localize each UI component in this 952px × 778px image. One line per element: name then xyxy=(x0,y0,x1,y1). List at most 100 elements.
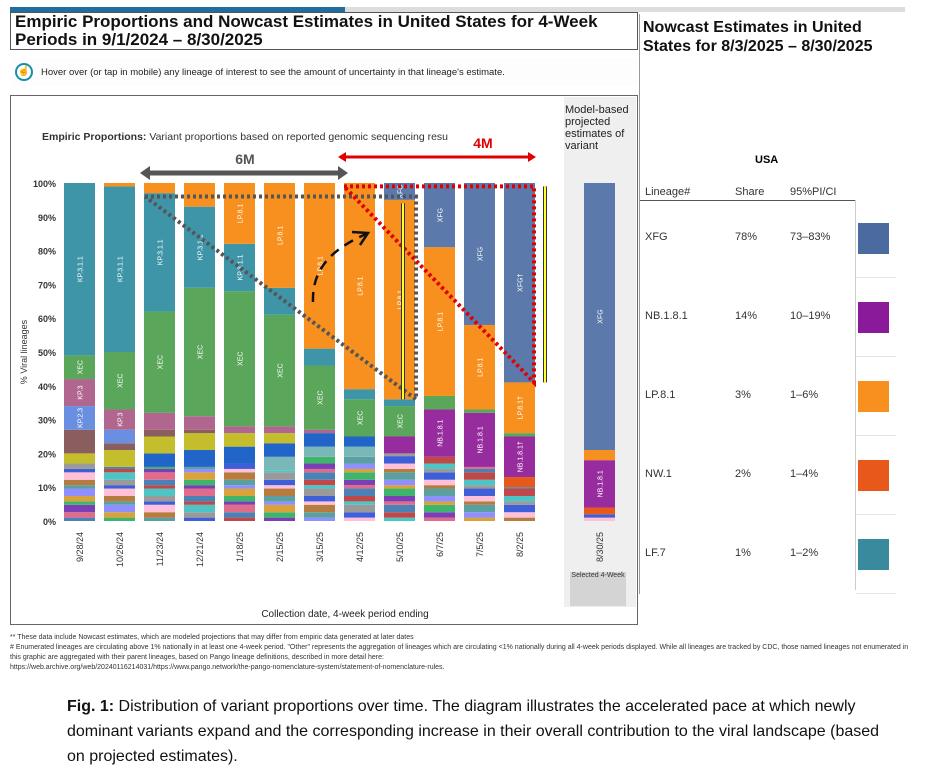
bar-segment-blue[interactable] xyxy=(264,443,295,457)
bar-segment-other[interactable] xyxy=(184,512,215,518)
bar-segment-teal[interactable] xyxy=(344,446,375,457)
bar-segment-lp-8-1[interactable] xyxy=(104,183,135,187)
bar-segment-other[interactable] xyxy=(304,468,335,473)
bar-segment-brown[interactable] xyxy=(64,429,95,454)
bar-segment-other[interactable] xyxy=(424,504,455,513)
bar-segment-other[interactable] xyxy=(144,466,175,469)
bar-segment-other[interactable] xyxy=(304,501,335,505)
bar-segment-other[interactable] xyxy=(104,472,135,480)
bar-segment-other[interactable] xyxy=(264,485,295,489)
bar-segment-red[interactable] xyxy=(504,477,535,488)
bar-segment-other[interactable] xyxy=(224,517,255,521)
bar-segment-other[interactable] xyxy=(264,470,295,473)
bar-segment-kp-3-1-1[interactable] xyxy=(224,243,255,292)
bar-segment-other[interactable] xyxy=(344,463,375,469)
bar-segment-xec[interactable] xyxy=(104,352,135,410)
bar-segment-other[interactable] xyxy=(464,472,495,480)
bar-segment-other[interactable] xyxy=(144,468,175,473)
bar-segment-xfg[interactable] xyxy=(424,183,455,248)
bar-segment-other[interactable] xyxy=(264,488,295,496)
bar-segment-other[interactable] xyxy=(184,495,215,502)
bar-segment-other[interactable] xyxy=(64,468,95,473)
bar-segment-nb-1-8-1[interactable] xyxy=(504,436,535,478)
bar-segment-teal[interactable] xyxy=(264,456,295,471)
bar-segment-xfg[interactable] xyxy=(584,183,615,451)
bar-segment-other[interactable] xyxy=(304,472,335,480)
bar-segment-other[interactable] xyxy=(464,468,495,473)
bar-segment-yellow[interactable] xyxy=(224,433,255,447)
bar-segment-other[interactable] xyxy=(424,479,455,486)
bar-segment-other[interactable] xyxy=(384,468,415,473)
bar-segment-other[interactable] xyxy=(224,504,255,513)
bar-segment-kp-3[interactable] xyxy=(184,416,215,430)
bar-segment-other[interactable] xyxy=(104,485,135,489)
bar-segment-other[interactable] xyxy=(304,504,335,513)
bar-segment-other[interactable] xyxy=(144,517,175,521)
bar-segment-other[interactable] xyxy=(344,485,375,489)
bar-segment-other[interactable] xyxy=(464,501,495,505)
bar-segment-other[interactable] xyxy=(304,479,335,486)
bar-segment-kp-3[interactable] xyxy=(64,379,95,407)
bar-segment-other[interactable] xyxy=(64,463,95,469)
bar-segment-nb-1-8-1[interactable] xyxy=(584,460,615,508)
bar-segment-other[interactable] xyxy=(464,504,495,513)
bar-segment-other[interactable] xyxy=(424,472,455,480)
bar-segment-kp-2-3[interactable] xyxy=(104,429,135,444)
bar-segment-kp-3-1-1[interactable] xyxy=(304,348,335,366)
lineage-swatch[interactable] xyxy=(858,460,889,491)
bar-segment-yellow[interactable] xyxy=(104,450,135,467)
bar-segment-other[interactable] xyxy=(184,466,215,469)
bar-segment-other[interactable] xyxy=(184,485,215,489)
bar-segment-other[interactable] xyxy=(504,512,535,518)
bar-segment-other[interactable] xyxy=(424,501,455,505)
bar-segment-other[interactable] xyxy=(384,504,415,513)
bar-segment-other[interactable] xyxy=(264,504,295,513)
bar-segment-other[interactable] xyxy=(344,517,375,521)
bar-segment-other[interactable] xyxy=(424,463,455,469)
bar-segment-other[interactable] xyxy=(344,512,375,518)
bar-segment-other[interactable] xyxy=(464,517,495,521)
bar-segment-other[interactable] xyxy=(104,517,135,521)
bar-segment-kp-3[interactable] xyxy=(144,412,175,430)
bar-segment-other[interactable] xyxy=(424,512,455,518)
bar-segment-lp-8-1[interactable] xyxy=(224,183,255,244)
lineage-swatch[interactable] xyxy=(858,381,889,412)
bar-segment-other[interactable] xyxy=(464,479,495,486)
lineage-swatch[interactable] xyxy=(858,539,889,570)
bar-segment-xec[interactable] xyxy=(264,314,295,427)
bar-segment-other[interactable] xyxy=(104,504,135,513)
bar-segment-other[interactable] xyxy=(144,512,175,518)
bar-segment-xfg[interactable] xyxy=(464,183,495,325)
bar-segment-other[interactable] xyxy=(384,456,415,464)
bar-segment-lp-8-1[interactable] xyxy=(424,247,455,396)
bar-segment-blue[interactable] xyxy=(304,433,335,447)
bar-segment-kp-3[interactable] xyxy=(104,409,135,430)
bar-segment-kp-2-3[interactable] xyxy=(64,406,95,430)
bar-segment-other[interactable] xyxy=(144,472,175,480)
bar-segment-xec[interactable] xyxy=(144,311,175,413)
bar-segment-other[interactable] xyxy=(264,479,295,486)
bar-segment-other[interactable] xyxy=(104,468,135,473)
bar-segment-lp-8-1[interactable] xyxy=(584,450,615,461)
bar-segment-other[interactable] xyxy=(464,466,495,469)
bar-segment-other[interactable] xyxy=(64,485,95,489)
bar-segment-other[interactable] xyxy=(264,501,295,505)
bar-segment-yellow[interactable] xyxy=(264,433,295,444)
bar-segment-kp-3-1-1[interactable] xyxy=(344,389,375,400)
bar-segment-other[interactable] xyxy=(384,517,415,521)
bar-segment-other[interactable] xyxy=(264,495,295,502)
bar-segment-other[interactable] xyxy=(424,488,455,496)
bar-segment-other[interactable] xyxy=(64,517,95,521)
bar-segment-brown[interactable] xyxy=(184,429,215,434)
bar-segment-other[interactable] xyxy=(64,512,95,518)
bar-segment-other[interactable] xyxy=(64,472,95,480)
bar-segment-other[interactable] xyxy=(504,488,535,496)
bar-segment-other[interactable] xyxy=(224,488,255,496)
bar-segment-yellow[interactable] xyxy=(64,453,95,464)
bar-segment-kp-3-1-1[interactable] xyxy=(104,186,135,352)
bar-segment-other[interactable] xyxy=(344,504,375,513)
bar-segment-other[interactable] xyxy=(464,512,495,518)
bar-segment-xec[interactable] xyxy=(384,406,415,437)
bar-segment-other[interactable] xyxy=(424,468,455,473)
bar-segment-other[interactable] xyxy=(504,487,535,489)
